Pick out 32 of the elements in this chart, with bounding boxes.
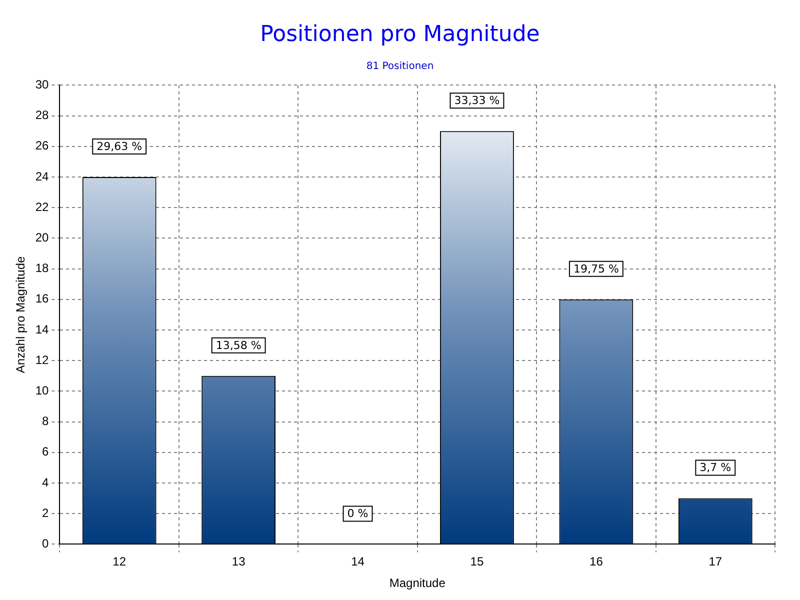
x-tick-label: 13: [232, 554, 246, 569]
chart-title: Positionen pro Magnitude: [259, 22, 541, 47]
y-tick-label: 10: [35, 384, 50, 398]
y-tick-label: 28: [35, 108, 50, 122]
y-tick-label: 4: [42, 475, 50, 490]
y-tick-label: 24: [35, 169, 50, 184]
x-tick-label: 17: [708, 554, 722, 569]
annotation: 0 %: [347, 507, 368, 520]
annotation: 19,75 %: [573, 262, 619, 276]
x-tick-label: 16: [590, 554, 604, 569]
y-tick-label: 16: [35, 292, 50, 306]
y-tick-label: 0: [42, 536, 50, 551]
y-axis-title: Anzahl pro Magnitude: [14, 256, 28, 374]
y-tick-label: 8: [42, 414, 50, 428]
y-tick-label: 18: [35, 261, 50, 276]
annotation: 29,63 %: [96, 140, 142, 153]
x-axis-title: Magnitude: [389, 576, 446, 590]
y-tick-label: 2: [42, 506, 50, 520]
x-tick-label: 12: [112, 554, 126, 569]
y-tick-label: 26: [35, 138, 50, 153]
annotation: 3,7 %: [700, 461, 732, 474]
y-tick-label: 30: [35, 78, 50, 92]
chart-subtitle: 81 Positionen: [365, 61, 435, 72]
y-tick-label: 14: [35, 322, 50, 336]
x-tick-label: 15: [470, 554, 484, 569]
annotation: 13,58 %: [216, 338, 262, 352]
x-tick-label: 14: [351, 554, 365, 569]
y-tick-label: 12: [35, 352, 50, 367]
y-tick-label: 20: [35, 230, 50, 245]
y-tick-label: 22: [35, 200, 50, 214]
y-tick-label: 6: [42, 444, 50, 459]
annotation: 33,33 %: [454, 94, 500, 107]
